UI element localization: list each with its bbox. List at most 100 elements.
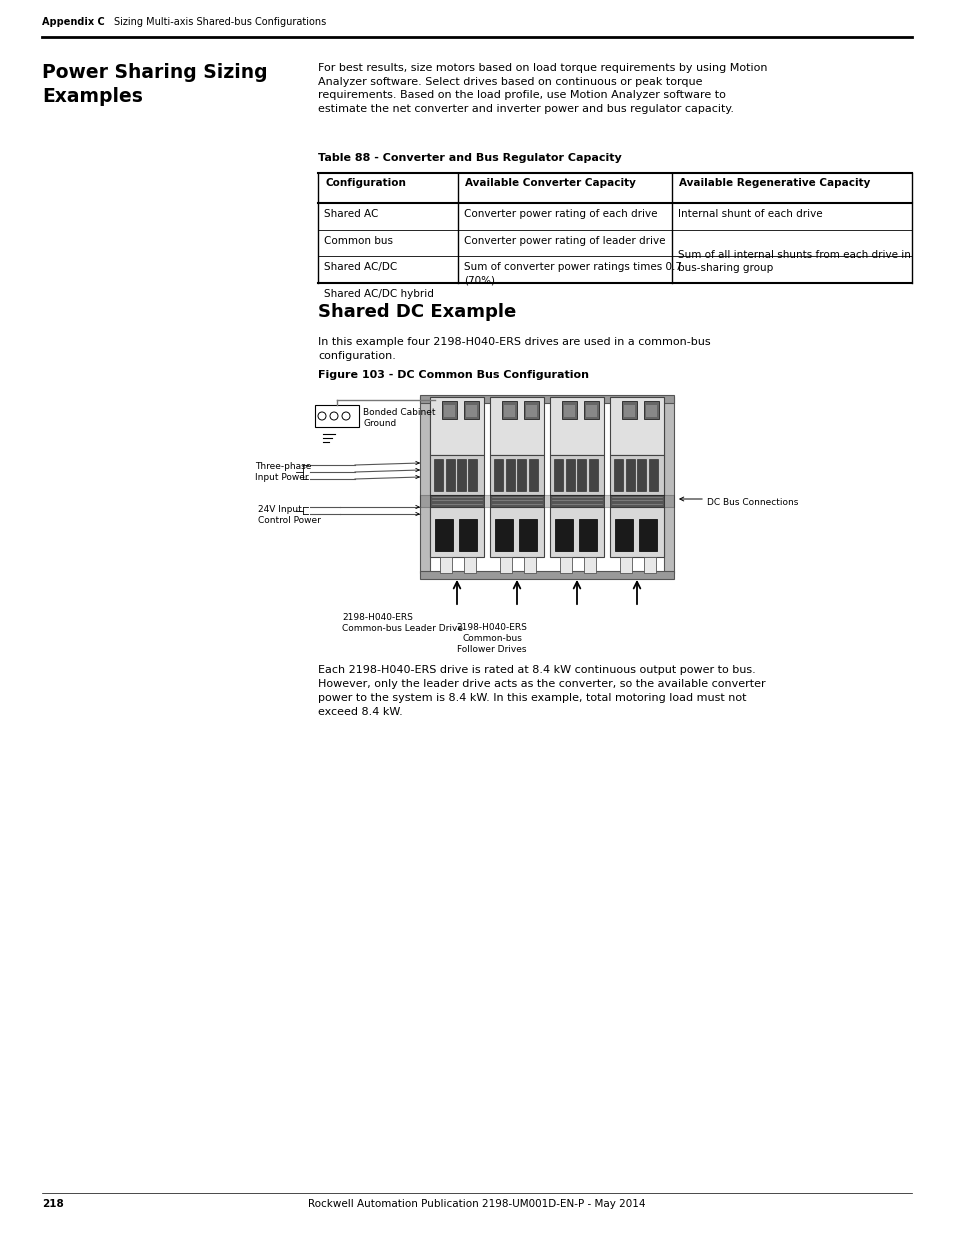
- Bar: [550, 495, 603, 508]
- Bar: [523, 401, 538, 419]
- Bar: [578, 519, 597, 551]
- Text: Shared AC/DC hybrid: Shared AC/DC hybrid: [324, 289, 434, 299]
- Text: 24V Input
Control Power: 24V Input Control Power: [257, 505, 320, 525]
- Bar: [645, 405, 657, 417]
- Bar: [583, 557, 596, 573]
- Bar: [419, 396, 430, 573]
- Bar: [443, 405, 455, 417]
- Bar: [456, 459, 465, 492]
- Bar: [550, 396, 603, 454]
- Bar: [609, 508, 663, 557]
- Bar: [625, 459, 634, 492]
- Text: Converter power rating of each drive: Converter power rating of each drive: [463, 209, 657, 219]
- Bar: [637, 459, 645, 492]
- Bar: [463, 557, 476, 573]
- Bar: [550, 454, 603, 495]
- Bar: [523, 557, 536, 573]
- Bar: [577, 459, 585, 492]
- Text: Available Converter Capacity: Available Converter Capacity: [464, 178, 636, 188]
- Bar: [563, 405, 575, 417]
- Bar: [583, 401, 598, 419]
- Text: For best results, size motors based on load torque requirements by using Motion
: For best results, size motors based on l…: [317, 63, 767, 114]
- Bar: [503, 405, 515, 417]
- Text: Shared AC: Shared AC: [324, 209, 378, 219]
- Bar: [468, 459, 477, 492]
- Bar: [490, 508, 543, 557]
- Bar: [663, 396, 673, 573]
- Bar: [585, 405, 597, 417]
- Text: Bonded Cabinet
Ground: Bonded Cabinet Ground: [363, 408, 435, 429]
- Bar: [528, 459, 537, 492]
- Circle shape: [341, 412, 350, 420]
- Text: Figure 103 - DC Common Bus Configuration: Figure 103 - DC Common Bus Configuration: [317, 370, 588, 380]
- Text: Shared DC Example: Shared DC Example: [317, 303, 516, 321]
- Text: Converter power rating of leader drive: Converter power rating of leader drive: [463, 236, 665, 246]
- Bar: [643, 557, 656, 573]
- Bar: [430, 454, 483, 495]
- Bar: [609, 396, 663, 454]
- Bar: [441, 401, 456, 419]
- Bar: [565, 459, 574, 492]
- Bar: [559, 557, 572, 573]
- Bar: [419, 395, 673, 403]
- Text: Configuration: Configuration: [325, 178, 405, 188]
- Text: Internal shunt of each drive: Internal shunt of each drive: [678, 209, 821, 219]
- Bar: [621, 401, 637, 419]
- Text: Three-phase
Input Power: Three-phase Input Power: [254, 462, 311, 482]
- Bar: [555, 519, 573, 551]
- Circle shape: [330, 412, 337, 420]
- Bar: [639, 519, 657, 551]
- Bar: [465, 405, 476, 417]
- Bar: [609, 454, 663, 495]
- Bar: [499, 557, 512, 573]
- Bar: [525, 405, 537, 417]
- Circle shape: [317, 412, 326, 420]
- Bar: [495, 519, 513, 551]
- Bar: [505, 459, 514, 492]
- Bar: [501, 401, 517, 419]
- Bar: [619, 557, 631, 573]
- Bar: [314, 405, 358, 427]
- Bar: [588, 459, 597, 492]
- Text: Sum of converter power ratings times 0.7
(70%): Sum of converter power ratings times 0.7…: [463, 262, 681, 285]
- Bar: [430, 396, 483, 454]
- Bar: [517, 459, 525, 492]
- Bar: [490, 396, 543, 454]
- Bar: [430, 508, 483, 557]
- Bar: [490, 495, 543, 508]
- Bar: [419, 571, 673, 579]
- Bar: [623, 405, 635, 417]
- Bar: [554, 459, 562, 492]
- Bar: [648, 459, 657, 492]
- Bar: [643, 401, 659, 419]
- Bar: [609, 495, 663, 508]
- Bar: [490, 454, 543, 495]
- Bar: [439, 557, 452, 573]
- Bar: [494, 459, 502, 492]
- Text: Sum of all internal shunts from each drive in
bus-sharing group: Sum of all internal shunts from each dri…: [678, 251, 910, 273]
- Bar: [430, 495, 483, 508]
- Bar: [615, 519, 633, 551]
- Text: Available Regenerative Capacity: Available Regenerative Capacity: [679, 178, 869, 188]
- Text: 2198-H040-ERS
Common-bus
Follower Drives: 2198-H040-ERS Common-bus Follower Drives: [456, 622, 527, 655]
- Bar: [435, 519, 453, 551]
- Bar: [463, 401, 478, 419]
- Bar: [445, 459, 454, 492]
- Text: Shared AC/DC: Shared AC/DC: [324, 262, 396, 272]
- Text: DC Bus Connections: DC Bus Connections: [706, 498, 798, 508]
- Text: Each 2198-H040-ERS drive is rated at 8.4 kW continuous output power to bus.
Howe: Each 2198-H040-ERS drive is rated at 8.4…: [317, 664, 765, 718]
- Text: Table 88 - Converter and Bus Regulator Capacity: Table 88 - Converter and Bus Regulator C…: [317, 153, 621, 163]
- Text: In this example four 2198-H040-ERS drives are used in a common-bus
configuration: In this example four 2198-H040-ERS drive…: [317, 337, 710, 361]
- Text: 2198-H040-ERS
Common-bus Leader Drive: 2198-H040-ERS Common-bus Leader Drive: [341, 613, 462, 634]
- Bar: [458, 519, 476, 551]
- Text: Common bus: Common bus: [324, 236, 393, 246]
- Bar: [561, 401, 577, 419]
- Text: Power Sharing Sizing
Examples: Power Sharing Sizing Examples: [42, 63, 268, 105]
- Bar: [550, 508, 603, 557]
- Text: Rockwell Automation Publication 2198-UM001D-EN-P - May 2014: Rockwell Automation Publication 2198-UM0…: [308, 1199, 645, 1209]
- Bar: [614, 459, 622, 492]
- Bar: [518, 519, 537, 551]
- Text: Sizing Multi-axis Shared-bus Configurations: Sizing Multi-axis Shared-bus Configurati…: [113, 17, 326, 27]
- Bar: [434, 459, 442, 492]
- Text: 218: 218: [42, 1199, 64, 1209]
